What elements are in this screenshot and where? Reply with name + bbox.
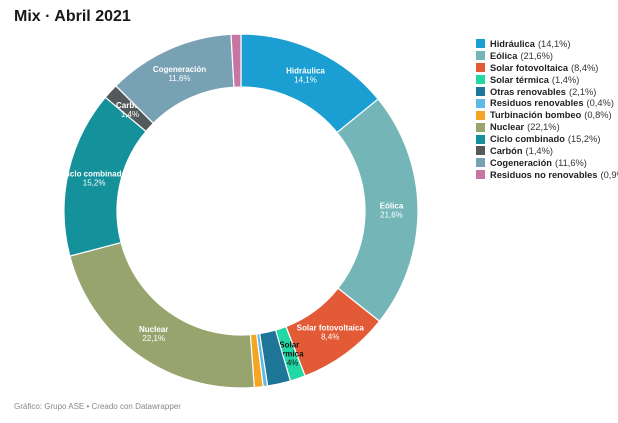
slice-value-solar-fotovoltaica: 8,4%: [321, 333, 339, 342]
legend-swatch: [476, 87, 485, 96]
slice-value-solar-termica: 1,4%: [280, 359, 298, 368]
slice-name-eolica: Eólica: [380, 202, 404, 211]
slice-name-cogeneracion: Cogeneración: [153, 65, 206, 74]
legend-label: Eólica: [490, 50, 518, 61]
legend-swatch: [476, 75, 485, 85]
legend-item-nuclear: Nuclear (22,1%): [476, 121, 618, 133]
chart-credit: Gráfico: Grupo ASE • Creado con Datawrap…: [14, 402, 181, 411]
slice-name-hidraulica: Hidráulica: [286, 67, 325, 76]
slice-residuos-no-renovables: [230, 33, 242, 88]
legend-label: Solar térmica: [490, 74, 549, 85]
legend-item-turbinacion-bombeo: Turbinación bombeo (0,8%): [476, 109, 618, 121]
legend-value: (1,4%): [551, 74, 580, 85]
legend-label: Carbón: [490, 145, 523, 156]
legend-item-hidraulica: Hidráulica (14,1%): [476, 38, 618, 50]
legend-swatch: [476, 146, 485, 156]
legend-swatch: [476, 122, 485, 132]
chart-title: Mix · Abril 2021: [14, 8, 131, 25]
slice-eolica: [336, 98, 419, 323]
slice-value-carbon: 1,4%: [121, 110, 139, 119]
legend-label: Solar fotovoltaica: [490, 62, 569, 73]
legend-item-eolica: Eólica (21,6%): [476, 50, 618, 62]
legend-item-residuos-renovables: Residuos renovables (0,4%): [476, 97, 618, 109]
slice-value-nuclear: 22,1%: [142, 334, 165, 343]
slice-value-ciclo-combinado: 15,2%: [83, 179, 106, 188]
slice-value-eolica: 21,6%: [380, 211, 403, 220]
legend-value: (0,4%): [586, 98, 614, 109]
slice-value-cogeneracion: 11,6%: [168, 74, 190, 83]
legend-label: Hidráulica: [490, 38, 535, 49]
legend-swatch: [476, 170, 485, 180]
legend-value: (15,2%): [567, 134, 601, 145]
slice-name-carbon: Carbón: [116, 101, 144, 110]
legend-swatch: [476, 63, 485, 73]
legend-swatch: [476, 98, 485, 108]
legend-item-cogeneracion: Cogeneración (11,6%): [476, 157, 618, 169]
legend-swatch: [476, 39, 485, 49]
legend-swatch: [476, 158, 485, 168]
legend-item-solar-fotovoltaica: Solar fotovoltaica (8,4%): [476, 62, 618, 74]
slice-name-solar-termica-0: Solar: [279, 341, 299, 350]
legend-label: Cogeneración: [490, 157, 552, 168]
slice-value-hidraulica: 14,1%: [294, 76, 317, 85]
slice-nuclear: [69, 241, 255, 389]
legend-label: Residuos renovables: [490, 98, 584, 109]
legend-item-ciclo-combinado: Ciclo combinado (15,2%): [476, 133, 618, 145]
legend-label: Turbinación bombeo: [490, 110, 582, 121]
legend-value: (11,6%): [555, 157, 587, 168]
slice-name-nuclear: Nuclear: [139, 325, 168, 334]
legend-value: (1,4%): [525, 145, 553, 156]
legend-item-carbon: Carbón (1,4%): [476, 145, 618, 157]
legend-label: Nuclear: [490, 122, 525, 133]
chart-legend: Hidráulica (14,1%) Eólica (21,6%) Solar foto…: [476, 38, 618, 181]
legend-swatch: [476, 134, 485, 144]
legend-swatch: [476, 51, 485, 61]
legend-value: (2,1%): [568, 86, 597, 97]
legend-value: (14,1%): [537, 38, 571, 49]
slice-name-ciclo-combinado: Ciclo combinado: [62, 170, 127, 179]
legend-value: (0,9%): [600, 169, 618, 180]
legend-label: Otras renovables: [490, 86, 566, 97]
legend-label: Residuos no renovables: [490, 169, 598, 180]
slice-name-solar-termica-1: térmica: [275, 350, 304, 359]
legend-value: (22,1%): [527, 122, 560, 133]
legend-label: Ciclo combinado: [490, 134, 565, 145]
slice-name-solar-fotovoltaica: Solar fotovoltaica: [297, 324, 365, 333]
legend-value: (21,6%): [520, 50, 553, 61]
legend-item-otras-renovables: Otras renovables (2,1%): [476, 86, 618, 98]
legend-item-solar-termica: Solar térmica (1,4%): [476, 74, 618, 86]
legend-value: (0,8%): [584, 110, 612, 121]
legend-swatch: [476, 110, 485, 120]
legend-item-residuos-no-renovables: Residuos no renovables(0,9%): [476, 169, 618, 181]
legend-value: (8,4%): [571, 62, 599, 73]
